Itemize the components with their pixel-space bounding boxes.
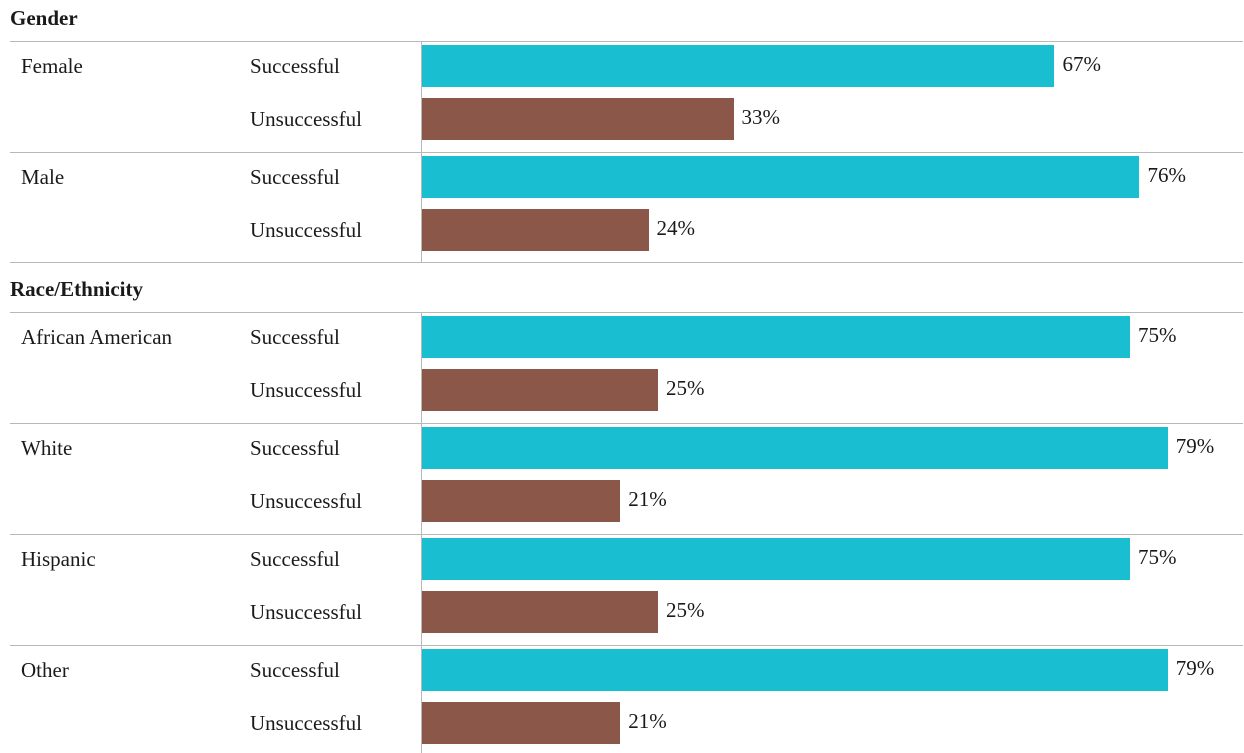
unsuccessful-bar [422,98,734,140]
bar-value-label: 25% [666,376,705,400]
bar-value-label: 79% [1175,656,1215,680]
bar-value-label: 21% [628,709,667,733]
group-label: Hispanic [21,547,96,571]
bar-value-label: 75% [1138,545,1177,569]
section-bottom-divider [10,262,1243,263]
group-label: Other [21,658,69,682]
successful-bar [422,316,1130,358]
outcome-label: Unsuccessful [250,711,362,735]
bar-axis-line [421,312,422,753]
unsuccessful-bar [422,369,658,411]
group-divider [10,534,1243,535]
section-title: Gender [10,6,78,30]
successful-bar [422,538,1130,580]
bar-value-label: 75% [1138,323,1177,347]
bar-value-label: 79% [1175,434,1215,458]
unsuccessful-bar [422,209,649,251]
section-top-divider [10,312,1243,313]
group-label: Female [21,54,83,78]
group-label: African American [21,325,173,349]
group-label: Male [21,165,65,189]
bar-value-label: 76% [1147,163,1186,187]
bar-value-label: 21% [628,487,667,511]
bar-value-label: 24% [656,216,696,240]
successful-bar [422,156,1140,198]
group-divider [10,152,1243,153]
outcome-label: Successful [250,54,340,78]
bar-value-label: 25% [666,598,705,622]
outcome-label: Unsuccessful [250,378,362,402]
unsuccessful-bar [422,480,621,522]
group-divider [10,423,1243,424]
outcome-label: Unsuccessful [250,600,362,624]
outcome-label: Successful [250,165,340,189]
outcome-label: Successful [250,547,340,571]
successful-bar [422,45,1055,87]
bar-value-label: 67% [1062,52,1101,76]
group-divider [10,645,1243,646]
bar-value-label: 33% [741,105,781,129]
outcome-label: Unsuccessful [250,107,362,131]
outcome-label: Unsuccessful [250,489,362,513]
group-label: White [21,436,73,460]
successful-bar [422,427,1168,469]
section-top-divider [10,41,1243,42]
unsuccessful-bar [422,702,621,744]
outcome-label: Successful [250,436,340,460]
outcome-label: Unsuccessful [250,218,362,242]
successful-bar [422,649,1168,691]
outcome-label: Successful [250,325,340,349]
outcome-label: Successful [250,658,340,682]
section-title: Race/Ethnicity [10,277,143,301]
unsuccessful-bar [422,591,658,633]
